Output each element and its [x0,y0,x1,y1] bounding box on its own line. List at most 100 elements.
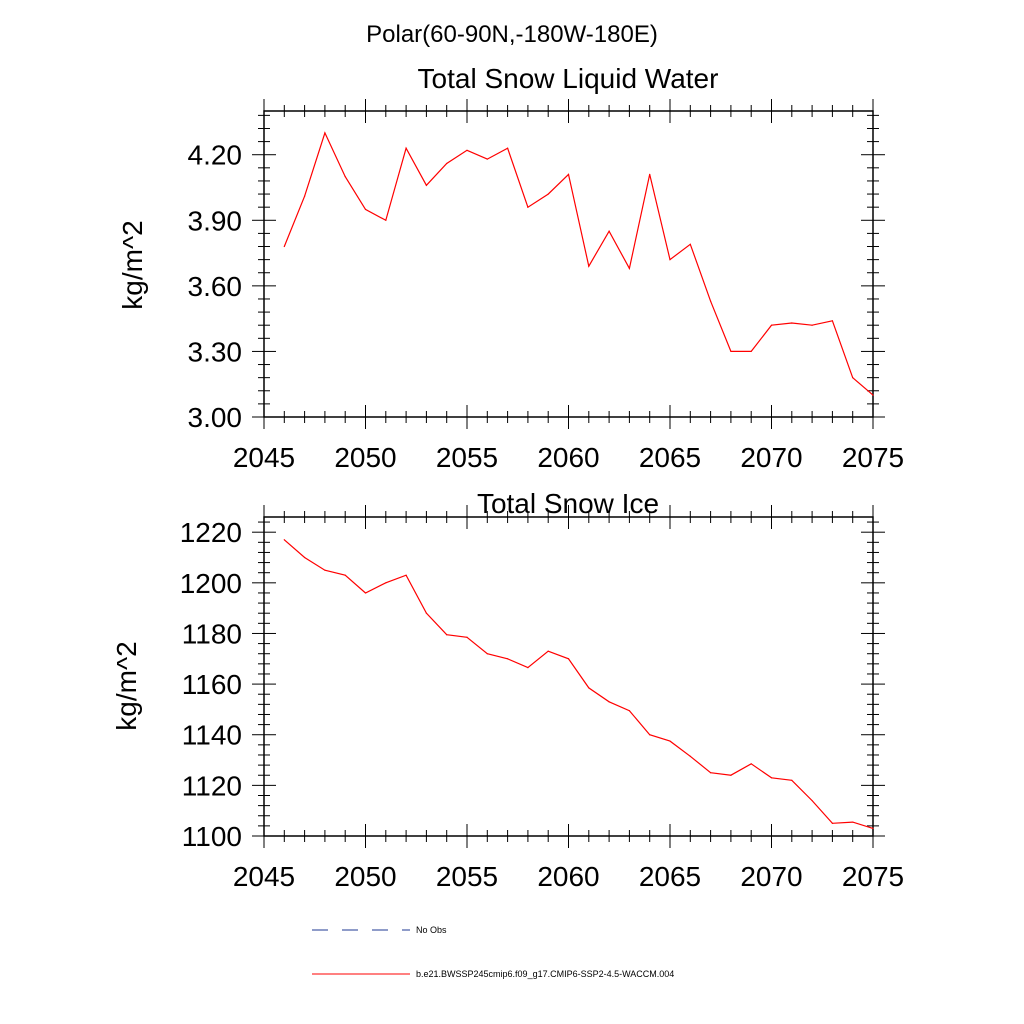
data-point [588,687,590,689]
y-axis-label: kg/m^2 [117,220,148,309]
y-ticks: 1100 1120 1140 1160 1180 1200 1220 [180,517,885,852]
y-tick-label: 1160 [182,669,242,700]
data-point [770,324,773,326]
x-tick-label: 2075 [842,861,904,892]
data-point [385,582,387,584]
data-point [710,300,712,302]
data-point [364,208,367,210]
x-tick-label: 2050 [334,442,396,473]
data-point [750,763,752,765]
data-point [791,779,793,781]
data-point [872,394,874,396]
data-point [466,149,468,151]
series-line [283,131,874,396]
data-point [649,734,651,736]
data-point [811,324,813,326]
data-point [689,243,691,245]
data-point [831,320,834,322]
y-tick-label: 1200 [180,568,242,599]
legend-label: No Obs [416,925,447,935]
data-point [344,574,346,576]
x-tick-label: 2055 [436,861,498,892]
data-point [608,701,610,703]
panel-snow-ice: Total Snow Ice kg/m^2 2045 2050 2055 2060 20… [111,488,904,892]
data-point [649,173,651,175]
x-tick-label: 2075 [842,442,904,473]
plot-frame [263,516,874,837]
data-point [852,377,854,379]
data-point [304,556,306,559]
data-point [486,653,488,655]
y-tick-label: 3.00 [188,402,243,433]
x-tick-label: 2065 [639,442,701,473]
series-group [283,539,874,830]
data-point [466,636,468,638]
y-tick-label: 1180 [182,618,242,649]
data-point [446,634,448,636]
y-tick-label: 1120 [182,770,242,801]
y-tick-label: 4.20 [188,140,243,171]
data-point [628,710,631,712]
x-tick-label: 2050 [334,861,396,892]
data-point [446,162,448,165]
data-point [669,259,671,261]
y-tick-label: 3.60 [188,271,243,302]
data-point [852,821,854,823]
data-point [588,265,590,267]
x-ticks: 2045 2050 2055 2060 2065 2070 2075 [233,505,904,892]
data-point [811,799,813,802]
data-point [791,322,793,324]
data-point [324,569,326,571]
data-point [385,219,387,221]
x-tick-label: 2070 [740,442,802,473]
y-ticks: 3.00 3.30 3.60 3.90 4.20 [188,114,885,433]
x-tick-label: 2045 [233,861,295,892]
data-point [425,612,427,614]
x-tick-label: 2065 [639,861,701,892]
y-tick-label: 3.90 [188,205,243,236]
legend-item-no-obs: No Obs [312,925,447,935]
data-point [486,158,488,160]
series-line [283,539,874,829]
x-tick-label: 2060 [537,442,599,473]
data-point [730,350,732,353]
data-point [710,772,712,774]
y-tick-label: 3.30 [188,336,243,367]
x-tick-label: 2060 [537,861,599,892]
x-ticks: 2045 2050 2055 2060 2065 2070 2075 [233,99,904,473]
data-point [425,184,427,186]
data-point [527,667,529,669]
figure-suptitle: Polar(60-90N,-180W-180E) [366,21,658,48]
data-point [669,740,671,742]
y-tick-label: 1220 [180,517,242,548]
data-point [567,658,570,660]
data-point [547,650,549,652]
data-point [405,574,407,576]
legend-item-model-run: b.e21.BWSSP245cmip6.f09_g17.CMIP6-SSP2-4… [312,969,674,979]
plot-frame [263,110,874,418]
data-point [547,193,549,195]
data-point [689,755,691,757]
data-point [730,774,732,776]
data-point [872,827,874,830]
data-point [831,822,834,824]
x-tick-label: 2045 [233,442,295,473]
data-point [283,539,285,541]
data-point [770,777,773,779]
data-point [750,350,752,353]
data-point [324,132,326,134]
panel-snow-liquid-water: Total Snow Liquid Water kg/m^2 2045 2050 2… [117,63,904,473]
y-tick-label: 1100 [182,821,242,852]
y-axis-label: kg/m^2 [111,641,142,730]
data-point [608,230,610,232]
data-point [364,592,367,594]
data-point [567,173,570,175]
y-tick-label: 1140 [182,720,242,751]
x-tick-label: 2055 [436,442,498,473]
legend-label: b.e21.BWSSP245cmip6.f09_g17.CMIP6-SSP2-4… [416,969,674,979]
data-point [344,175,346,178]
data-point [527,206,529,208]
panel-title: Total Snow Liquid Water [418,63,719,94]
data-point [628,267,631,269]
